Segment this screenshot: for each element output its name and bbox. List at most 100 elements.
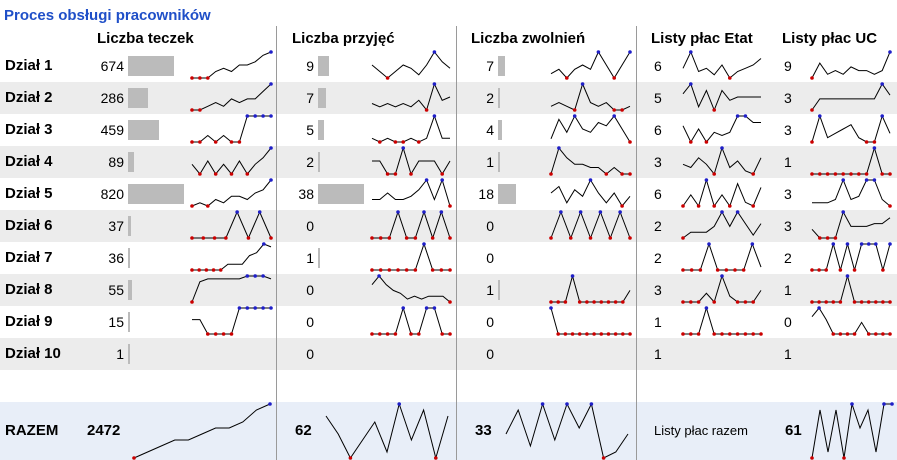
zwolnienia-value: 0 [486, 250, 494, 266]
przyjecia-sparkline [370, 210, 452, 240]
sparkline-max-point [235, 210, 239, 214]
sparkline-min-point [620, 108, 624, 112]
sparkline-min-point [577, 300, 582, 304]
sparkline-min-point [881, 268, 885, 272]
teczki-bar [128, 88, 148, 108]
sparkline-max-point [845, 274, 850, 278]
sparkline-min-point [833, 172, 838, 176]
sparkline-min-point [810, 456, 814, 460]
sparkline-min-point [689, 300, 693, 304]
sparkline-min-point [440, 332, 444, 336]
etat-sparkline [682, 50, 762, 80]
sparkline-min-point [556, 332, 560, 336]
przyjecia-bar [318, 184, 364, 204]
sparkline-min-point [604, 172, 609, 176]
sparkline-min-point [190, 204, 194, 208]
sparkline-min-point [385, 172, 390, 176]
sparkline-max-point [269, 50, 273, 54]
sparkline-max-point [432, 82, 437, 86]
sparkline-min-point [733, 268, 737, 272]
etat-sparkline [682, 82, 761, 112]
sparkline-min-point [681, 236, 685, 240]
teczki-sparkline [190, 114, 273, 144]
sparkline-min-point [592, 332, 596, 336]
sparkline-min-point [612, 76, 616, 80]
zwolnienia-sparkline [549, 210, 632, 240]
column-divider [276, 26, 277, 460]
teczki-sparkline [190, 242, 272, 272]
uc-value: 1 [784, 282, 792, 298]
sparkline-min-point [841, 172, 845, 176]
sparkline-min-point [190, 236, 194, 240]
przyjecia-bar [318, 152, 320, 172]
sparkline-max-point [720, 210, 724, 214]
sparkline-min-point [728, 332, 732, 336]
sparkline-min-point [132, 456, 136, 460]
sparkline-min-point [810, 76, 814, 80]
sparkline-min-point [385, 76, 390, 80]
zwolnienia-value: 0 [486, 218, 494, 234]
uc-sparkline [810, 82, 891, 112]
sparkline-max-point [269, 114, 273, 118]
sparkline-min-point [606, 300, 611, 304]
sparkline-min-point [845, 332, 850, 336]
sparkline-max-point [720, 274, 724, 278]
total-zwolnienia-sparkline [505, 402, 629, 460]
sparkline-min-point [881, 332, 885, 336]
sparkline-max-point [424, 178, 429, 182]
sparkline-min-point [857, 172, 861, 176]
sparkline-path [811, 51, 891, 79]
sparkline-min-point [704, 140, 709, 144]
sparkline-path [811, 210, 891, 239]
sparkline-path [811, 83, 891, 111]
etat-value: 2 [654, 218, 662, 234]
etat-sparkline [681, 210, 762, 240]
sparkline-max-point [864, 178, 869, 182]
sparkline-min-point [434, 456, 438, 460]
sparkline-min-point [404, 268, 409, 272]
przyjecia-value: 0 [306, 314, 314, 330]
sparkline-min-point [370, 268, 374, 272]
zwolnienia-bar [498, 280, 500, 300]
sparkline-max-point [735, 114, 740, 118]
przyjecia-bar [318, 248, 320, 268]
sparkline-path [192, 243, 272, 271]
sparkline-max-point [401, 146, 405, 150]
przyjecia-sparkline [371, 50, 451, 80]
sparkline-min-point [201, 236, 206, 240]
sparkline-min-point [229, 332, 234, 336]
sparkline-min-point [549, 172, 553, 176]
zwolnienia-value: 0 [486, 314, 494, 330]
zwolnienia-bar [498, 152, 500, 172]
uc-sparkline [810, 114, 891, 144]
total-zwolnienia: 33 [475, 422, 492, 439]
sparkline-min-point [810, 172, 814, 176]
sparkline-max-point [735, 210, 740, 214]
sparkline-min-point [824, 268, 828, 272]
sparkline-path [812, 178, 891, 207]
przyjecia-sparkline [371, 82, 451, 112]
column-divider [636, 26, 637, 460]
przyjecia-sparkline [371, 274, 452, 304]
teczki-sparkline [191, 146, 273, 176]
sparkline-max-point [377, 274, 381, 278]
sparkline-max-point [890, 402, 894, 406]
etat-value: 3 [654, 154, 662, 170]
sparkline-max-point [888, 50, 892, 54]
sparkline-path [191, 147, 272, 175]
row-label: Dział 7 [5, 249, 53, 266]
sparkline-min-point [852, 300, 857, 304]
sparkline-min-point [606, 332, 611, 336]
sparkline-max-point [750, 242, 755, 246]
zwolnienia-value: 18 [478, 186, 494, 202]
sparkline-min-point [810, 108, 814, 112]
sparkline-path [550, 50, 631, 79]
sparkline-min-point [751, 300, 755, 304]
sparkline-min-point [751, 204, 755, 208]
sparkline-min-point [601, 456, 606, 460]
sparkline-min-point [224, 236, 228, 240]
sparkline-max-point [440, 178, 444, 182]
przyjecia-value: 1 [306, 250, 314, 266]
sparkline-min-point [720, 332, 724, 336]
